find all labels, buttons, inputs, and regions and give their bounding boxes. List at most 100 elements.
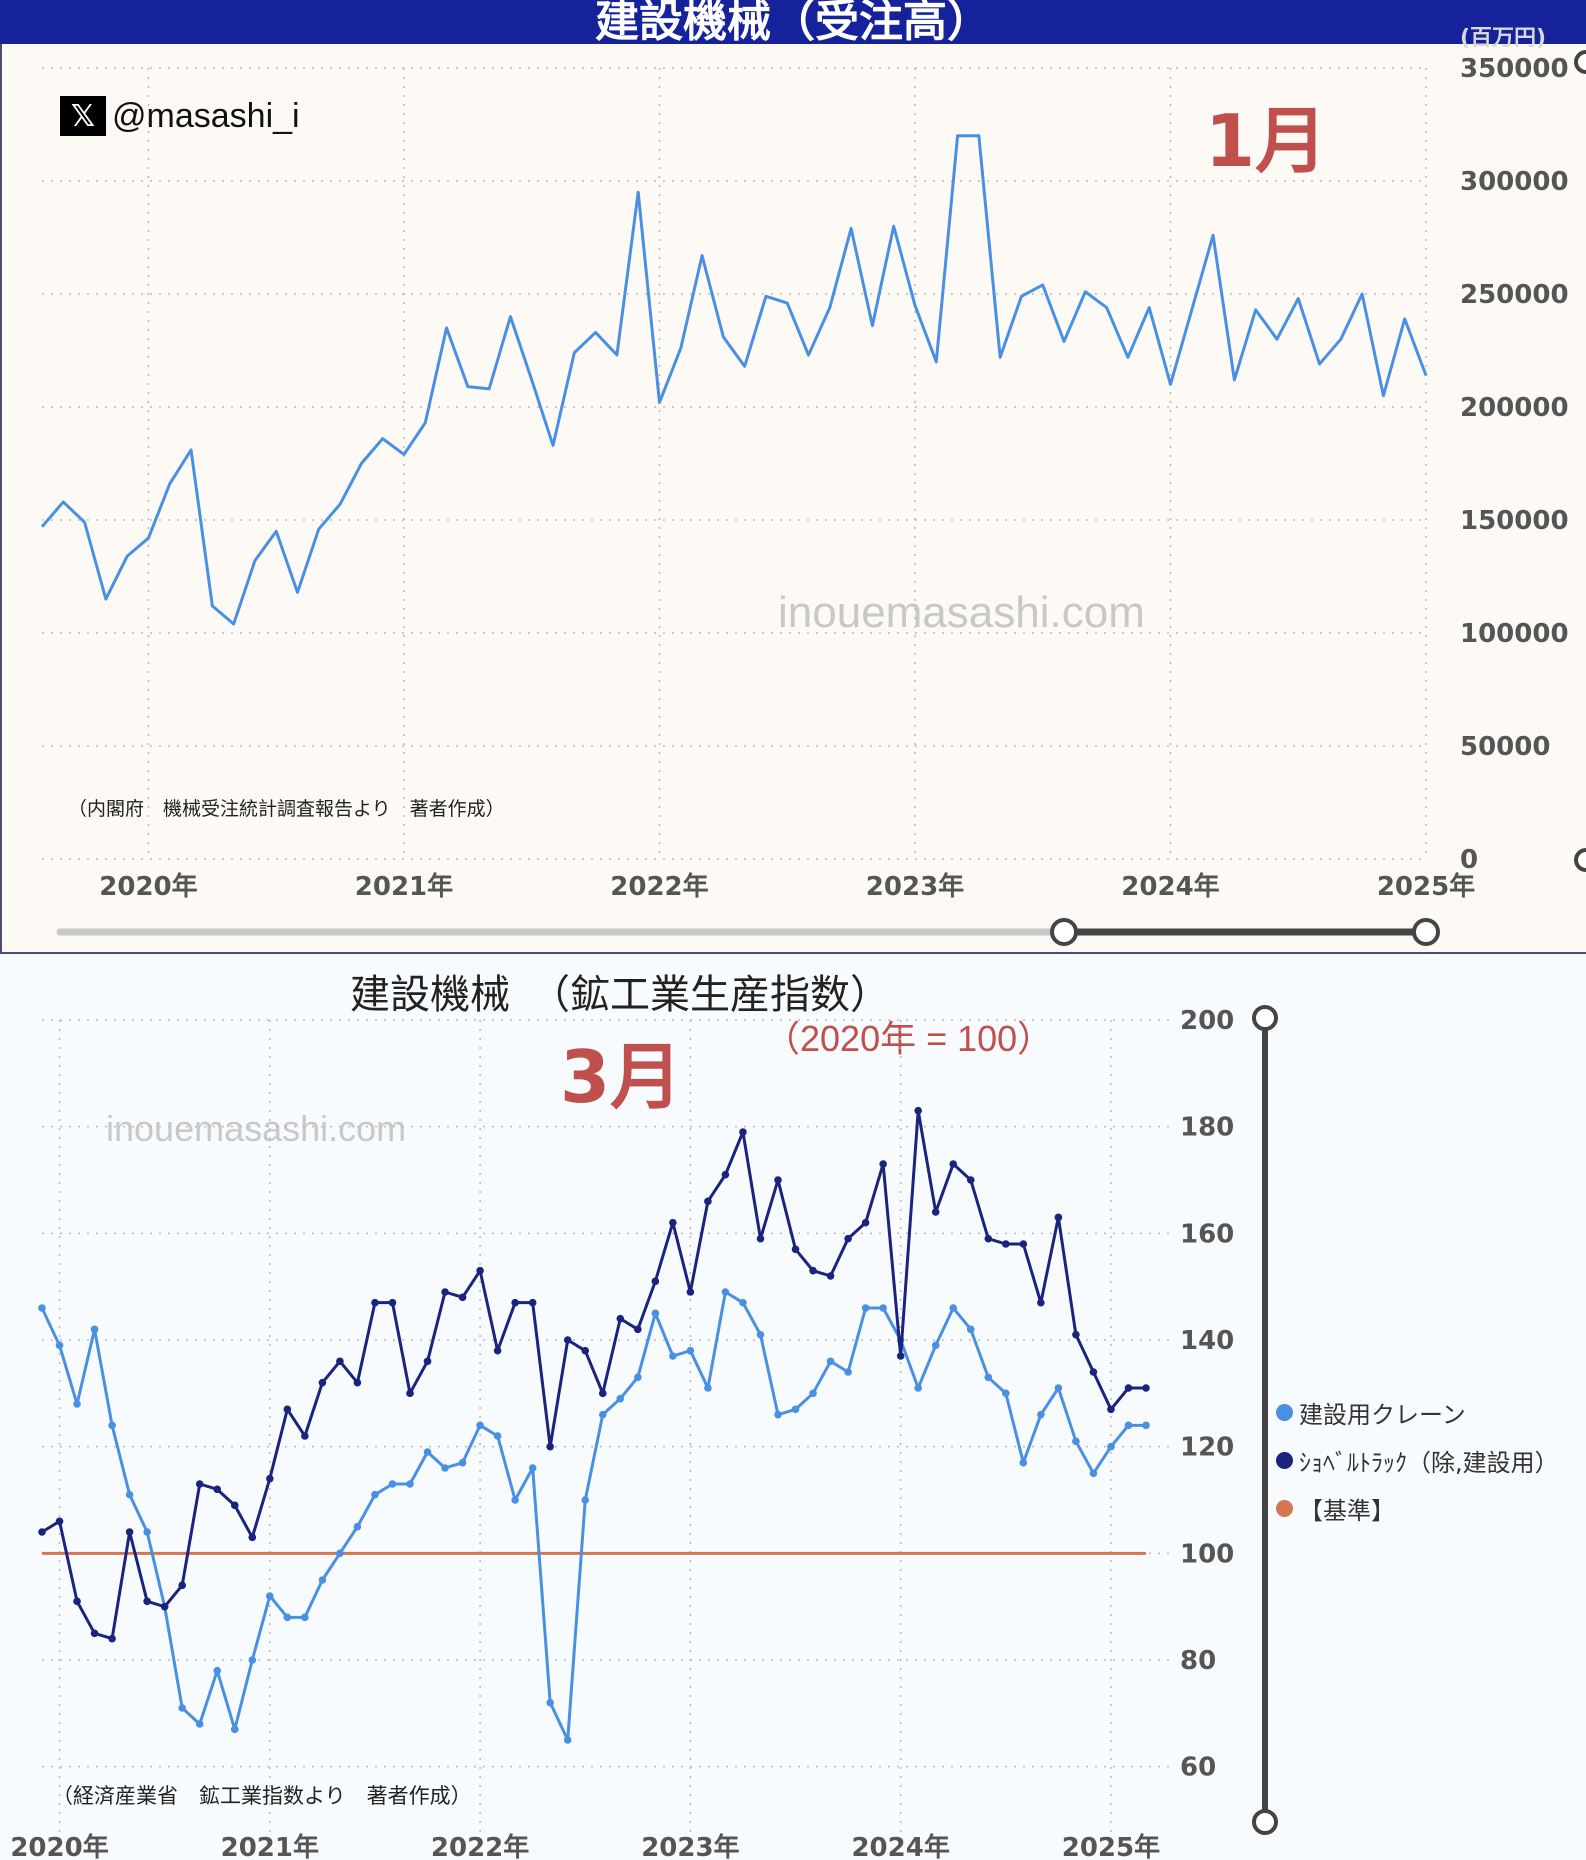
series-line <box>40 134 1428 626</box>
data-point <box>528 1464 537 1472</box>
data-point <box>388 1298 397 1307</box>
legend-marker-icon <box>1276 1499 1293 1517</box>
data-point <box>949 1160 958 1168</box>
vertical-slider-handle[interactable] <box>1252 1005 1278 1031</box>
data-point <box>546 1698 554 1707</box>
legend-marker-icon <box>1276 1403 1293 1421</box>
series-line <box>40 1290 1146 1742</box>
y-tick-label: 350000 <box>1460 54 1569 84</box>
data-point <box>1019 1240 1028 1248</box>
data-point <box>931 1208 940 1216</box>
range-slider-handle[interactable] <box>1412 918 1440 946</box>
data-point <box>1054 1213 1063 1222</box>
data-point <box>844 1234 852 1243</box>
data-point <box>55 1517 64 1526</box>
data-point <box>195 1720 204 1728</box>
y-tick-label: 150000 <box>1460 506 1569 536</box>
y-axis-unit-label: (百万円) <box>1460 26 1547 51</box>
data-point <box>581 1496 590 1504</box>
data-point <box>73 1400 81 1408</box>
data-point <box>406 1389 414 1398</box>
range-slider-handle[interactable] <box>1050 918 1079 946</box>
data-point <box>686 1288 695 1296</box>
data-point <box>476 1421 484 1430</box>
data-point <box>563 1736 572 1744</box>
data-point <box>528 1298 537 1307</box>
data-point <box>458 1293 467 1302</box>
bottom-chart-subtitle: （2020年 = 100） <box>764 1018 1054 1059</box>
data-point <box>213 1666 222 1675</box>
month-label: 3月 <box>560 1035 683 1119</box>
data-point <box>686 1346 695 1355</box>
legend-marker-icon <box>1276 1451 1293 1469</box>
watermark: inouemasashi.com <box>106 1108 407 1149</box>
data-point <box>914 1384 922 1392</box>
data-point <box>879 1304 887 1312</box>
legend-item-baseline[interactable]: 【基準】 <box>1276 1484 1559 1532</box>
data-point <box>283 1613 292 1622</box>
data-point <box>1142 1421 1150 1430</box>
data-point <box>108 1634 116 1643</box>
data-point <box>458 1458 467 1467</box>
y-tick-label: 80 <box>1180 1646 1216 1676</box>
data-point <box>826 1272 835 1280</box>
x-tick-label: 2023年 <box>641 1832 739 1860</box>
source-note: （内閣府 機械受注統計調査報告より 著者作成） <box>68 798 505 820</box>
data-point <box>1037 1298 1045 1307</box>
data-point <box>879 1160 887 1168</box>
data-point <box>1089 1469 1098 1478</box>
y-tick-label: 50000 <box>1460 732 1550 762</box>
data-point <box>266 1474 274 1483</box>
data-point <box>809 1266 817 1275</box>
data-point <box>423 1448 432 1456</box>
data-point <box>581 1346 590 1355</box>
data-point <box>669 1218 677 1227</box>
data-point <box>774 1410 782 1419</box>
data-point <box>371 1490 379 1499</box>
x-tick-label: 2024年 <box>1121 871 1219 902</box>
data-point <box>195 1480 204 1488</box>
social-handle-text: @masashi_i <box>112 96 300 135</box>
data-point <box>1019 1458 1028 1467</box>
data-point <box>476 1266 484 1275</box>
data-point <box>1107 1442 1115 1451</box>
bottom-chart-panel: 建設機械 （鉱工業生産指数） （2020年 = 100） 3月 inouemas… <box>0 954 1586 1860</box>
data-point <box>1054 1384 1063 1392</box>
data-point <box>493 1346 502 1355</box>
legend-item-shovel[interactable]: ｼｮﾍﾞﾙﾄﾗｯｸ（除,建設用） <box>1276 1436 1559 1484</box>
x-tick-label: 2025年 <box>1377 871 1475 902</box>
data-point <box>441 1288 449 1296</box>
data-point <box>90 1325 99 1334</box>
data-point <box>441 1464 449 1472</box>
data-point <box>791 1245 800 1254</box>
y-tick-label: 180 <box>1180 1113 1234 1143</box>
month-label: 1月 <box>1205 99 1328 183</box>
data-point <box>213 1485 222 1494</box>
legend-item-crane[interactable]: 建設用クレーン <box>1276 1388 1559 1436</box>
panel-border <box>0 44 2 952</box>
data-point <box>248 1656 257 1664</box>
top-chart-panel: 建設機械（受注高） (百万円) 𝕏 @masashi_i 1月 inouemas… <box>0 0 1586 954</box>
data-point <box>318 1378 327 1387</box>
y-tick-label: 100 <box>1180 1539 1234 1569</box>
data-point <box>283 1405 292 1414</box>
data-point <box>178 1581 186 1590</box>
vertical-slider-handle[interactable] <box>1252 1809 1278 1835</box>
y-tick-label: 140 <box>1180 1326 1234 1356</box>
bottom-chart-title: 建設機械 （鉱工業生産指数） <box>350 972 890 1018</box>
data-point <box>634 1325 642 1334</box>
x-logo-icon: 𝕏 <box>60 96 106 136</box>
data-point <box>178 1704 186 1712</box>
data-point <box>1142 1384 1150 1392</box>
top-chart-title: 建設機械（受注高） <box>595 0 991 44</box>
watermark: inouemasashi.com <box>778 588 1145 637</box>
data-point <box>791 1405 800 1414</box>
data-point <box>511 1298 519 1307</box>
data-point <box>353 1522 362 1531</box>
y-tick-label: 120 <box>1180 1433 1234 1463</box>
x-tick-label: 2022年 <box>610 871 708 902</box>
data-point <box>301 1432 309 1440</box>
data-point <box>861 1218 870 1227</box>
legend-label: 建設用クレーン <box>1299 1400 1466 1429</box>
data-point <box>756 1330 765 1339</box>
